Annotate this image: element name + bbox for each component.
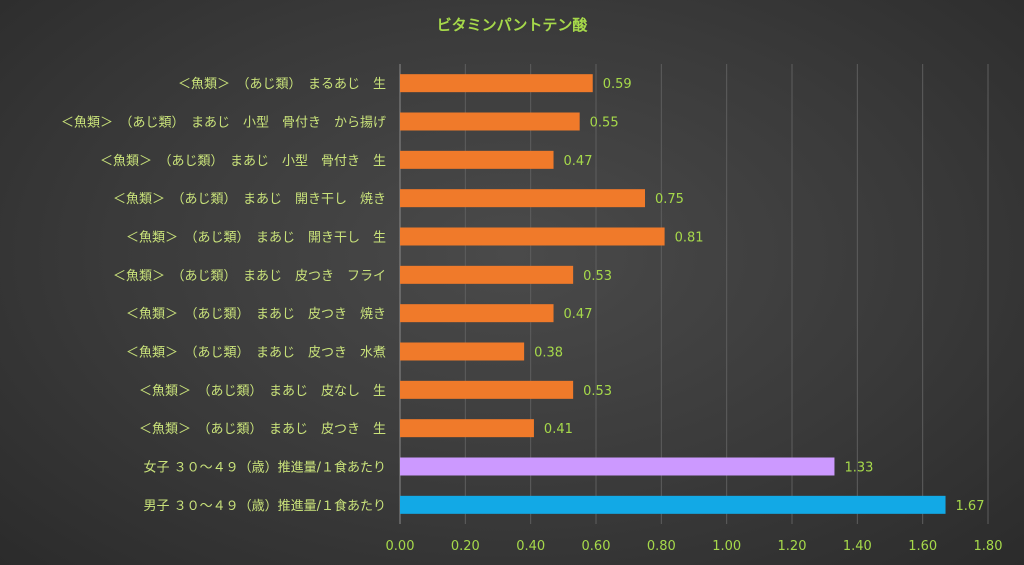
category-label: 女子 ３０～４９（歳）推進量/１食あたり (143, 460, 386, 476)
x-tick-label: 1.00 (712, 539, 741, 554)
bar (400, 457, 835, 476)
x-tick-label: 1.20 (778, 539, 807, 554)
data-labels: 0.59 0.55 0.47 0.75 0.81 0.53 0.47 0.38 0.53 0.41… (534, 77, 984, 514)
chart-title: ビタミンパントテン酸 (437, 16, 589, 34)
category-label: 男子 ３０～４９（歳）推進量/１食あたり (143, 498, 386, 514)
category-label: ＜魚類＞ （あじ類） まあじ 開き干し 焼き (113, 192, 386, 207)
data-label: 0.53 (583, 384, 612, 399)
data-label: 0.41 (544, 422, 573, 437)
data-label: 1.33 (844, 461, 873, 476)
x-tick-label: 0.20 (451, 539, 480, 554)
bar (400, 495, 946, 514)
category-label: ＜魚類＞ （あじ類） まあじ 小型 骨付き から揚げ (61, 115, 386, 131)
bar (400, 112, 580, 131)
gridlines (399, 64, 989, 524)
category-label: ＜魚類＞ （あじ類） まあじ 皮なし 生 (139, 384, 386, 399)
bars (400, 74, 946, 514)
bar (400, 380, 574, 399)
category-label: ＜魚類＞ （あじ類） まあじ 皮つき 生 (139, 422, 386, 437)
bar (400, 189, 645, 208)
data-label: 0.47 (564, 154, 593, 169)
x-tick-label: 0.60 (582, 539, 611, 554)
x-tick-label: 1.40 (843, 539, 872, 554)
bar (400, 304, 554, 323)
x-tick-label: 1.80 (974, 539, 1003, 554)
category-labels: ＜魚類＞ （あじ類） まるあじ 生 ＜魚類＞ （あじ類） まあじ 小型 骨付き か… (61, 77, 386, 514)
x-tick-label: 0.40 (516, 539, 545, 554)
data-label: 0.55 (590, 116, 619, 131)
bar (400, 150, 554, 169)
category-label: ＜魚類＞ （あじ類） まあじ 開き干し 生 (126, 231, 386, 246)
data-label: 0.53 (583, 269, 612, 284)
bar (400, 265, 574, 284)
data-label: 0.59 (603, 77, 632, 92)
x-tick-label: 1.60 (908, 539, 937, 554)
category-label: ＜魚類＞ （あじ類） まあじ 皮つき フライ (113, 269, 386, 284)
data-label: 0.38 (534, 346, 563, 361)
category-label: ＜魚類＞ （あじ類） まるあじ 生 (178, 77, 386, 92)
x-axis-ticks: 0.00 0.20 0.40 0.60 0.80 1.00 1.20 1.40 1.60 1.80 (386, 539, 1003, 554)
bar (400, 419, 534, 438)
bar (400, 74, 593, 93)
category-label: ＜魚類＞ （あじ類） まあじ 皮つき 焼き (126, 307, 386, 322)
category-label: ＜魚類＞ （あじ類） まあじ 皮つき 水煮 (126, 346, 386, 361)
data-label: 0.81 (675, 231, 704, 246)
bar (400, 342, 525, 361)
data-label: 0.75 (655, 192, 684, 207)
data-label: 0.47 (564, 307, 593, 322)
x-tick-label: 0.80 (647, 539, 676, 554)
bar (400, 227, 665, 246)
category-label: ＜魚類＞ （あじ類） まあじ 小型 骨付き 生 (100, 154, 386, 169)
x-tick-label: 0.00 (386, 539, 415, 554)
data-label: 1.67 (956, 499, 985, 514)
